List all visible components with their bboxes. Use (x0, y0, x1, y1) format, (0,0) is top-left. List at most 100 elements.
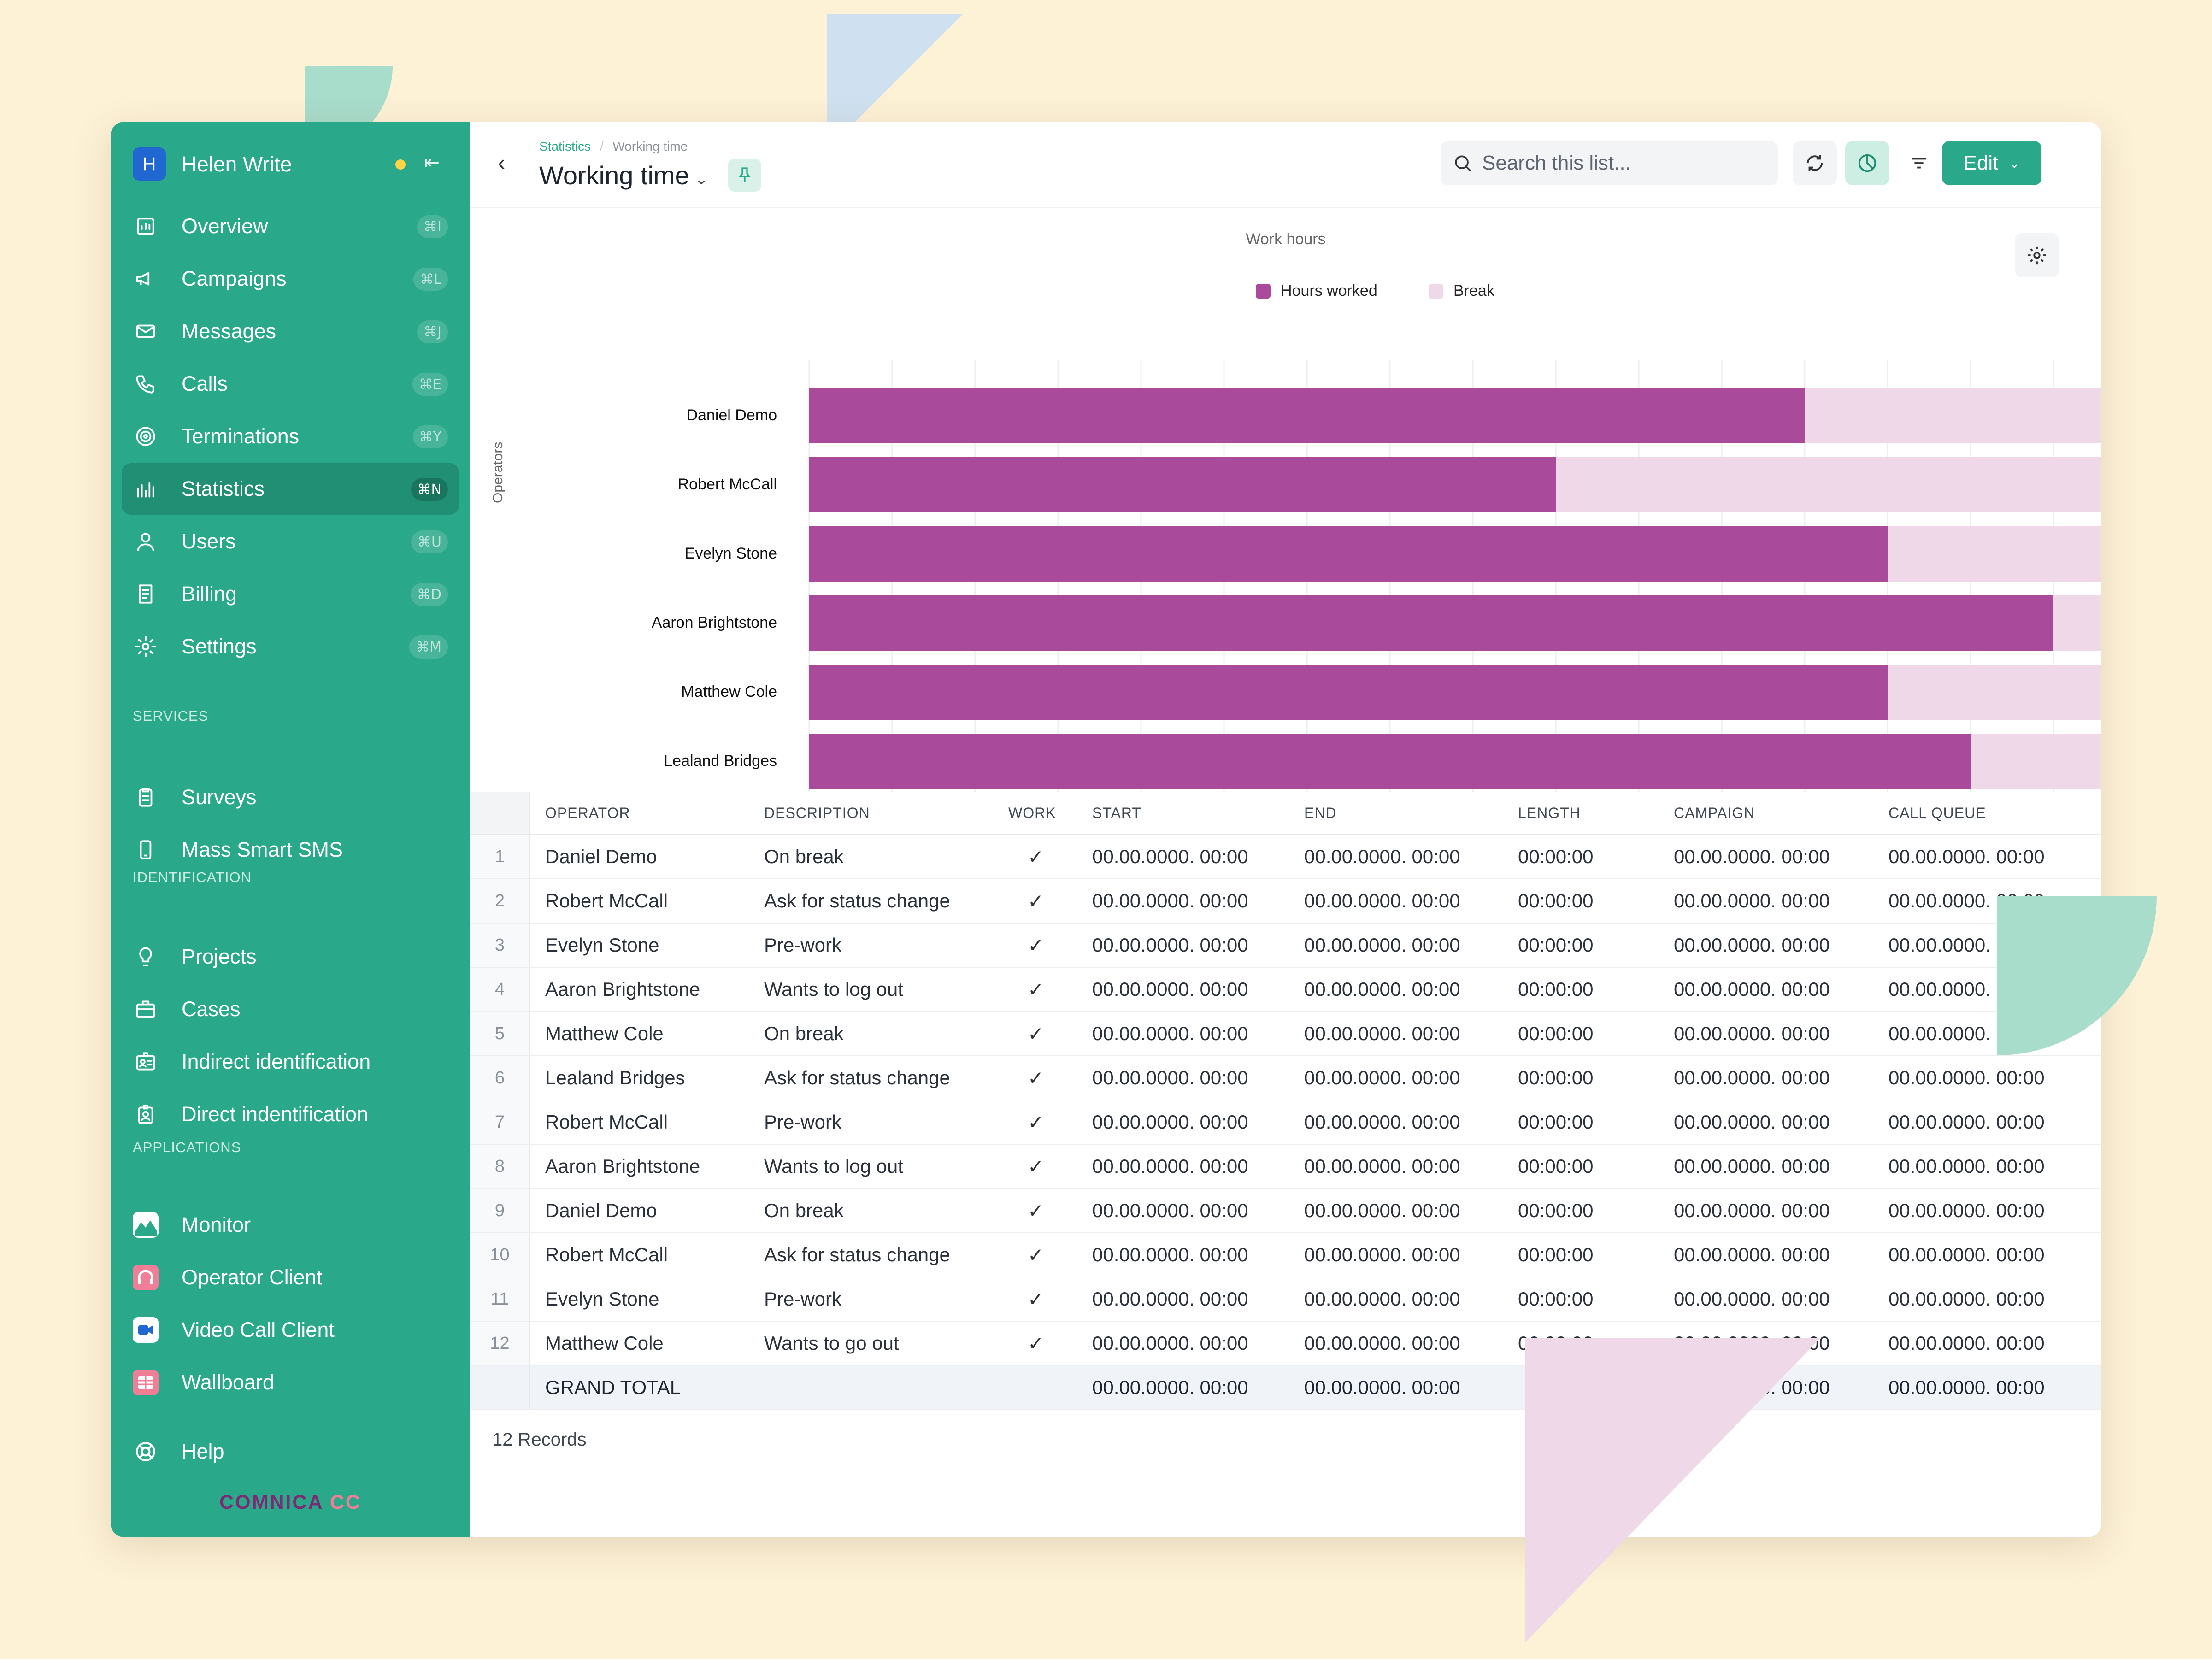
bar-hours-worked-matthew-cole[interactable] (809, 665, 1888, 720)
column-header-start[interactable]: START (1077, 792, 1289, 835)
chart-settings-button[interactable] (2015, 233, 2059, 277)
back-arrow-icon[interactable]: ‹ (498, 150, 506, 176)
bar-break-matthew-cole[interactable] (1888, 665, 2101, 720)
clipboard-icon (133, 784, 159, 810)
column-header-call-queue[interactable]: CALL QUEUE (1874, 792, 2101, 835)
column-header-work[interactable]: WORK (994, 792, 1077, 835)
header: ‹ Statistics / Working time Working time… (470, 122, 2101, 208)
user-profile[interactable]: H Helen Write ⇤ (133, 147, 448, 181)
chart-view-button[interactable] (1845, 141, 1889, 185)
breadcrumb-working-time: Working time (612, 139, 688, 153)
check-icon: ✓ (994, 1012, 1077, 1056)
table-row[interactable]: 10 Robert McCall Ask for status change ✓ 00.… (470, 1233, 2101, 1277)
nav-item-mass-smart-sms[interactable]: Mass Smart SMS (122, 824, 459, 876)
table-row[interactable]: 5 Matthew Cole On break ✓ 00.00.0000. 00:00 0… (470, 1012, 2101, 1056)
nav-item-surveys[interactable]: Surveys (122, 771, 459, 823)
table-row[interactable]: 12 Matthew Cole Wants to go out ✓ 00.00.0000… (470, 1321, 2101, 1366)
table-cell: 00.00.0000. 00:00 (1659, 1188, 1874, 1233)
table-cell: 00.00.0000. 00:00 (1077, 1188, 1289, 1233)
table-cell: 00.00.0000. 00:00 (1289, 835, 1503, 879)
table-cell: 00:00:00 (1503, 1100, 1659, 1145)
pin-icon (738, 167, 751, 182)
search-input[interactable] (1481, 151, 1759, 175)
refresh-icon (1806, 155, 1823, 171)
nav-item-billing[interactable]: Billing ⌘D (122, 568, 459, 620)
bar-chart-icon (133, 476, 159, 502)
table-row[interactable]: 2 Robert McCall Ask for status change ✓ 00.0… (470, 879, 2101, 924)
nav-item-operator-client[interactable]: Operator Client (122, 1252, 459, 1303)
breadcrumb-statistics[interactable]: Statistics (539, 139, 591, 153)
table-row[interactable]: 3 Evelyn Stone Pre-work ✓ 00.00.0000. 00:00 0… (470, 923, 2101, 968)
nav-item-help[interactable]: Help (122, 1426, 459, 1477)
video-app-icon (133, 1317, 159, 1343)
check-icon: ✓ (994, 1321, 1077, 1366)
table-cell: Pre-work (749, 1277, 994, 1322)
nav-item-cases[interactable]: Cases (122, 983, 459, 1035)
table-cell: 00.00.0000. 00:00 (1874, 1100, 2101, 1145)
bar-break-robert-mccall[interactable] (1556, 457, 2101, 512)
bar-hours-worked-evelyn-stone[interactable] (809, 526, 1888, 582)
table-row[interactable]: 11 Evelyn Stone Pre-work ✓ 00.00.0000. 00:00… (470, 1277, 2101, 1322)
nav-item-wallboard[interactable]: Wallboard (122, 1357, 459, 1408)
nav-item-users[interactable]: Users ⌘U (122, 516, 459, 567)
bar-hours-worked-lealand-bridges[interactable] (809, 734, 1971, 789)
table-cell: 00.00.0000. 00:00 (1077, 1012, 1289, 1056)
row-number: 2 (470, 879, 530, 924)
bar-hours-worked-robert-mccall[interactable] (809, 457, 1556, 512)
bar-break-lealand-bridges[interactable] (1971, 734, 2101, 789)
column-header-description[interactable]: DESCRIPTION (749, 792, 994, 835)
nav-label: Billing (182, 582, 237, 606)
check-icon: ✓ (994, 1277, 1077, 1322)
table-row[interactable]: 6 Lealand Bridges Ask for status change ✓ 00… (470, 1056, 2101, 1100)
legend-label: Break (1453, 282, 1494, 300)
nav-item-direct-indentification[interactable]: Direct indentification (122, 1088, 459, 1140)
column-header-length[interactable]: LENGTH (1503, 792, 1659, 835)
bar-hours-worked-daniel-demo[interactable] (809, 388, 1805, 443)
edit-button[interactable]: Edit ⌄ (1942, 141, 2041, 185)
bar-hours-worked-aaron-brightstone[interactable] (809, 595, 2053, 651)
filter-button[interactable] (1897, 141, 1941, 185)
shortcut-badge: ⌘J (417, 320, 448, 343)
total-cell: 00.00.0000. 00:00 (1077, 1365, 1289, 1410)
legend-hours-worked[interactable]: Hours worked (1256, 282, 1377, 300)
column-header-campaign[interactable]: CAMPAIGN (1659, 792, 1874, 835)
nav-item-video-call-client[interactable]: Video Call Client (122, 1304, 459, 1356)
legend-break[interactable]: Break (1429, 282, 1494, 300)
nav-item-projects[interactable]: Projects (122, 931, 459, 982)
bar-break-aaron-brightstone[interactable] (2053, 595, 2101, 651)
nav-item-overview[interactable]: Overview ⌘I (122, 200, 459, 252)
nav-item-campaigns[interactable]: Campaigns ⌘L (122, 253, 459, 305)
nav-label: Video Call Client (182, 1318, 335, 1341)
legend-swatch-break (1429, 283, 1443, 299)
table-cell: Daniel Demo (530, 835, 749, 879)
grand-total-row: GRAND TOTAL 00.00.0000. 00:00 00.00.0000. … (470, 1365, 2101, 1410)
search-icon (1455, 155, 1471, 171)
column-header-operator[interactable]: OPERATOR (530, 792, 749, 835)
refresh-button[interactable] (1793, 141, 1837, 185)
collapse-sidebar-icon[interactable]: ⇤ (424, 153, 440, 173)
nav-item-settings[interactable]: Settings ⌘M (122, 621, 459, 672)
table-row[interactable]: 1 Daniel Demo On break ✓ 00.00.0000. 00:00 00… (470, 835, 2101, 879)
table-cell: 00.00.0000. 00:00 (1289, 1188, 1503, 1233)
nav-item-messages[interactable]: Messages ⌘J (122, 306, 459, 357)
nav-item-calls[interactable]: Calls ⌘E (122, 358, 459, 410)
section-applications: APPLICATIONS (133, 1139, 241, 1155)
table-row[interactable]: 4 Aaron Brightstone Wants to log out ✓ 00.00… (470, 967, 2101, 1012)
table-row[interactable]: 8 Aaron Brightstone Wants to log out ✓ 00.00… (470, 1144, 2101, 1189)
table-cell: 00.00.0000. 00:00 (1874, 835, 2101, 879)
bar-break-daniel-demo[interactable] (1805, 388, 2101, 443)
page-title[interactable]: Working time ⌄ (539, 161, 708, 190)
pin-button[interactable] (728, 159, 761, 192)
table-row[interactable]: 7 Robert McCall Pre-work ✓ 00.00.0000. 00:00… (470, 1100, 2101, 1145)
nav-item-indirect-identification[interactable]: Indirect identification (122, 1036, 459, 1088)
bar-break-evelyn-stone[interactable] (1888, 526, 2101, 582)
column-header-end[interactable]: END (1289, 792, 1503, 835)
row-number: 10 (470, 1233, 530, 1277)
nav-item-statistics[interactable]: Statistics ⌘N (122, 463, 459, 515)
shortcut-badge: ⌘N (411, 478, 448, 501)
table-row[interactable]: 9 Daniel Demo On break ✓ 00.00.0000. 00:00 00… (470, 1188, 2101, 1233)
nav-item-terminations[interactable]: Terminations ⌘Y (122, 411, 459, 462)
search-box[interactable] (1441, 141, 1778, 185)
nav-item-monitor[interactable]: Monitor (122, 1199, 459, 1251)
user-name: Helen Write (182, 152, 292, 176)
